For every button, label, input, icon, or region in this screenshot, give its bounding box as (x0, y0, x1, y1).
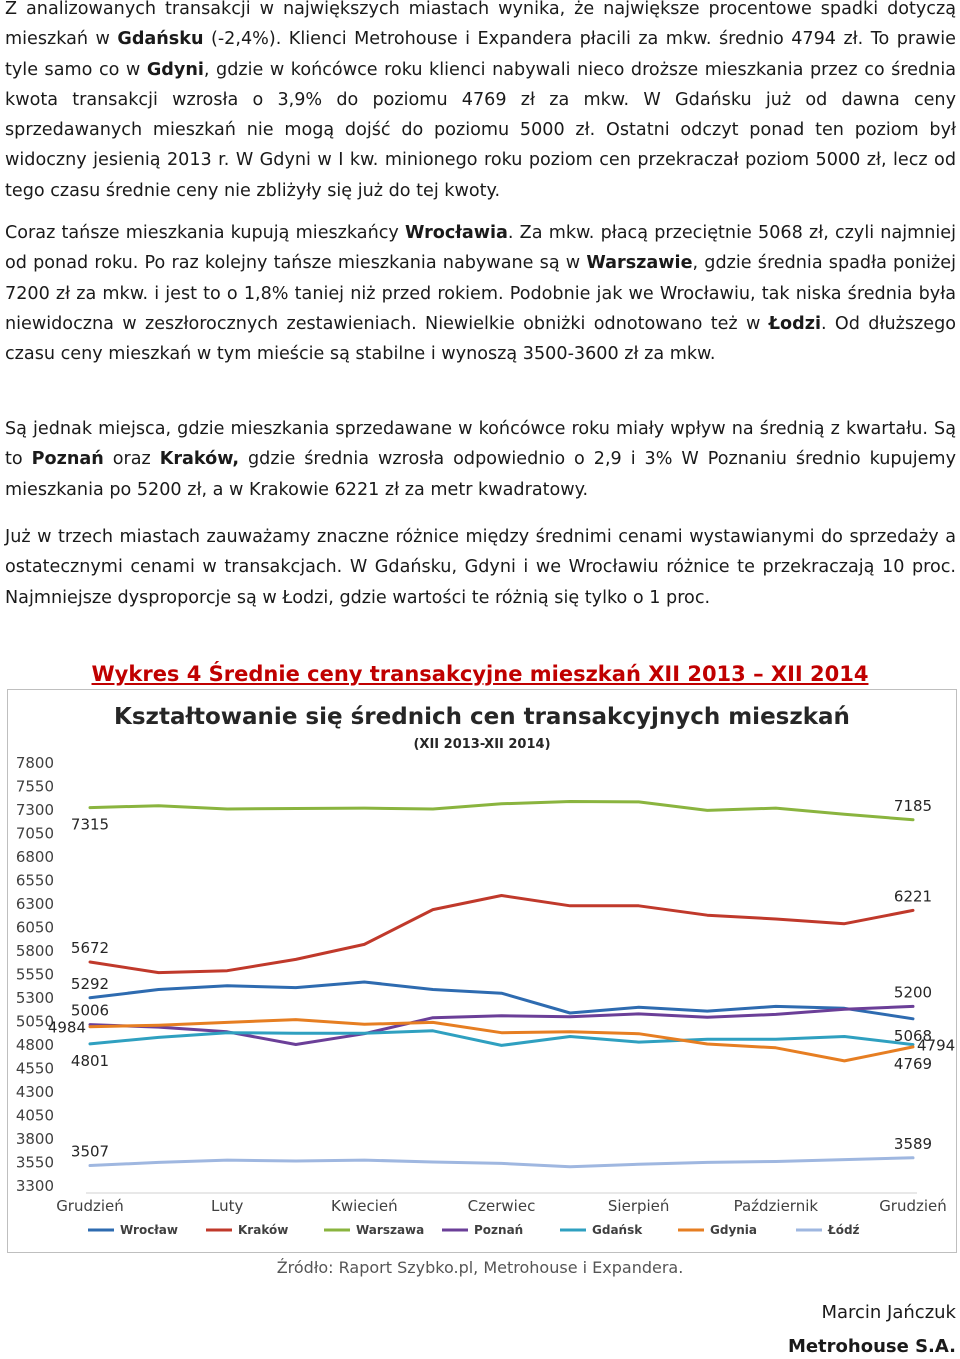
data-label: 5200 (894, 983, 932, 1001)
figure-source: Źródło: Raport Szybko.pl, Metrohouse i E… (276, 1258, 684, 1277)
series-line-gdynia (88, 1018, 915, 1063)
x-tick-label: Kwiecień (331, 1197, 398, 1215)
legend-label: Łódź (827, 1223, 860, 1237)
data-label: 7315 (71, 816, 109, 834)
paragraph-gdansk-gdynia: Z analizowanych transakcji w największyc… (5, 0, 956, 206)
legend-label: Wrocław (120, 1223, 178, 1237)
text-run: (-2,4%). Klienci Metrohouse i Expandera … (5, 29, 956, 80)
data-label: 7185 (894, 797, 932, 815)
y-tick-label: 6300 (16, 895, 54, 913)
legend-label: Poznań (474, 1223, 523, 1237)
series-line-gdańsk (88, 1029, 915, 1047)
y-tick-label: 6800 (16, 848, 54, 866)
chart-title: Kształtowanie się średnich cen transakcy… (114, 704, 850, 730)
data-label: 6221 (894, 887, 932, 905)
x-tick-label: Październik (734, 1197, 819, 1215)
data-label: 4769 (894, 1055, 932, 1073)
bold-run: Poznań (31, 449, 104, 470)
text-run: Coraz tańsze mieszkania kupują mieszkańc… (5, 223, 406, 243)
x-tick-label: Czerwiec (468, 1197, 536, 1215)
y-tick-label: 7550 (16, 778, 54, 796)
y-tick-label: 4800 (16, 1036, 54, 1054)
text-run: , gdzie w końcówce roku klienci nabywali… (5, 59, 956, 201)
bold-run: Wrocławia (405, 223, 508, 243)
y-tick-label: 7050 (16, 825, 54, 843)
data-label: 5292 (71, 975, 109, 993)
series-line-warszawa (88, 800, 915, 822)
text-run: oraz (103, 449, 160, 470)
bold-run: Kraków, (159, 449, 240, 470)
x-tick-label: Grudzień (56, 1197, 124, 1215)
y-tick-label: 5800 (16, 942, 54, 960)
y-tick-label: 5300 (16, 989, 54, 1007)
series-line-wrocław (88, 980, 915, 1021)
y-tick-label: 4300 (16, 1083, 54, 1101)
y-tick-label: 6050 (16, 919, 54, 937)
chart-subtitle: (XII 2013-XII 2014) (413, 737, 550, 752)
y-tick-label: 7800 (16, 754, 54, 772)
legend-label: Gdańsk (592, 1223, 643, 1237)
series-line-kraków (88, 894, 915, 975)
paragraph-price-gaps: Już w trzech miastach zauważamy znaczne … (5, 522, 956, 613)
paragraph-wroclaw-warszawa-lodz: Coraz tańsze mieszkania kupują mieszkańc… (5, 218, 956, 369)
text-run: . Od dłuższego czasu ceny mieszkań w tym… (5, 313, 957, 365)
bold-run: Łodzi (768, 313, 821, 334)
y-tick-label: 3800 (16, 1130, 54, 1148)
data-label: 5068 (894, 1027, 932, 1045)
text-run: Z analizowanych transakcji w największyc… (5, 0, 956, 50)
x-tick-label: Luty (211, 1197, 243, 1215)
text-run: gdzie średnia wzrosła odpowiednio o 2,9 … (5, 449, 956, 500)
y-tick-label: 6550 (16, 872, 54, 890)
legend-label: Gdynia (710, 1223, 757, 1237)
company-name: Metrohouse S.A. (787, 1336, 956, 1357)
bold-run: Warszawie (586, 253, 693, 274)
y-tick-label: 5550 (16, 966, 54, 984)
data-label: 3507 (71, 1143, 109, 1161)
data-label: 4794 (917, 1037, 955, 1055)
data-label: 3589 (894, 1135, 932, 1153)
price-chart-svg: Kształtowanie się średnich cen transakcy… (16, 704, 955, 1237)
y-tick-label: 7300 (16, 801, 54, 819)
data-label: 4984 (48, 1019, 86, 1037)
bold-run: Gdyni (146, 59, 204, 80)
x-tick-label: Grudzień (879, 1197, 947, 1215)
data-label: 4801 (71, 1052, 109, 1070)
data-label: 5006 (71, 1002, 109, 1020)
legend-label: Warszawa (356, 1223, 424, 1237)
paragraph-poznan-krakow: Są jednak miejsca, gdzie mieszkania sprz… (5, 414, 956, 505)
price-chart: Kształtowanie się średnich cen transakcy… (7, 689, 957, 1253)
text-run: . Za mkw. płacą przeciętnie 5068 zł, czy… (5, 223, 957, 274)
author-name: Marcin Jańczuk (821, 1302, 956, 1323)
figure-caption: Wykres 4 Średnie ceny transakcyjne miesz… (91, 662, 869, 686)
text-run: Już w trzech miastach zauważamy znaczne … (5, 527, 956, 608)
text-run: Są jednak miejsca, gdzie mieszkania sprz… (5, 419, 956, 470)
y-tick-label: 4550 (16, 1060, 54, 1078)
legend-label: Kraków (238, 1223, 288, 1237)
y-tick-label: 5050 (16, 1013, 54, 1031)
series-line-łódź (88, 1156, 915, 1169)
x-tick-label: Sierpień (608, 1197, 670, 1215)
y-tick-label: 3550 (16, 1154, 54, 1172)
bold-run: Gdańsku (117, 29, 204, 50)
y-tick-label: 4050 (16, 1107, 54, 1125)
text-run: , gdzie średnia spadła poniżej 7200 zł z… (5, 253, 956, 334)
data-label: 5672 (71, 939, 109, 957)
y-tick-label: 3300 (16, 1177, 54, 1195)
